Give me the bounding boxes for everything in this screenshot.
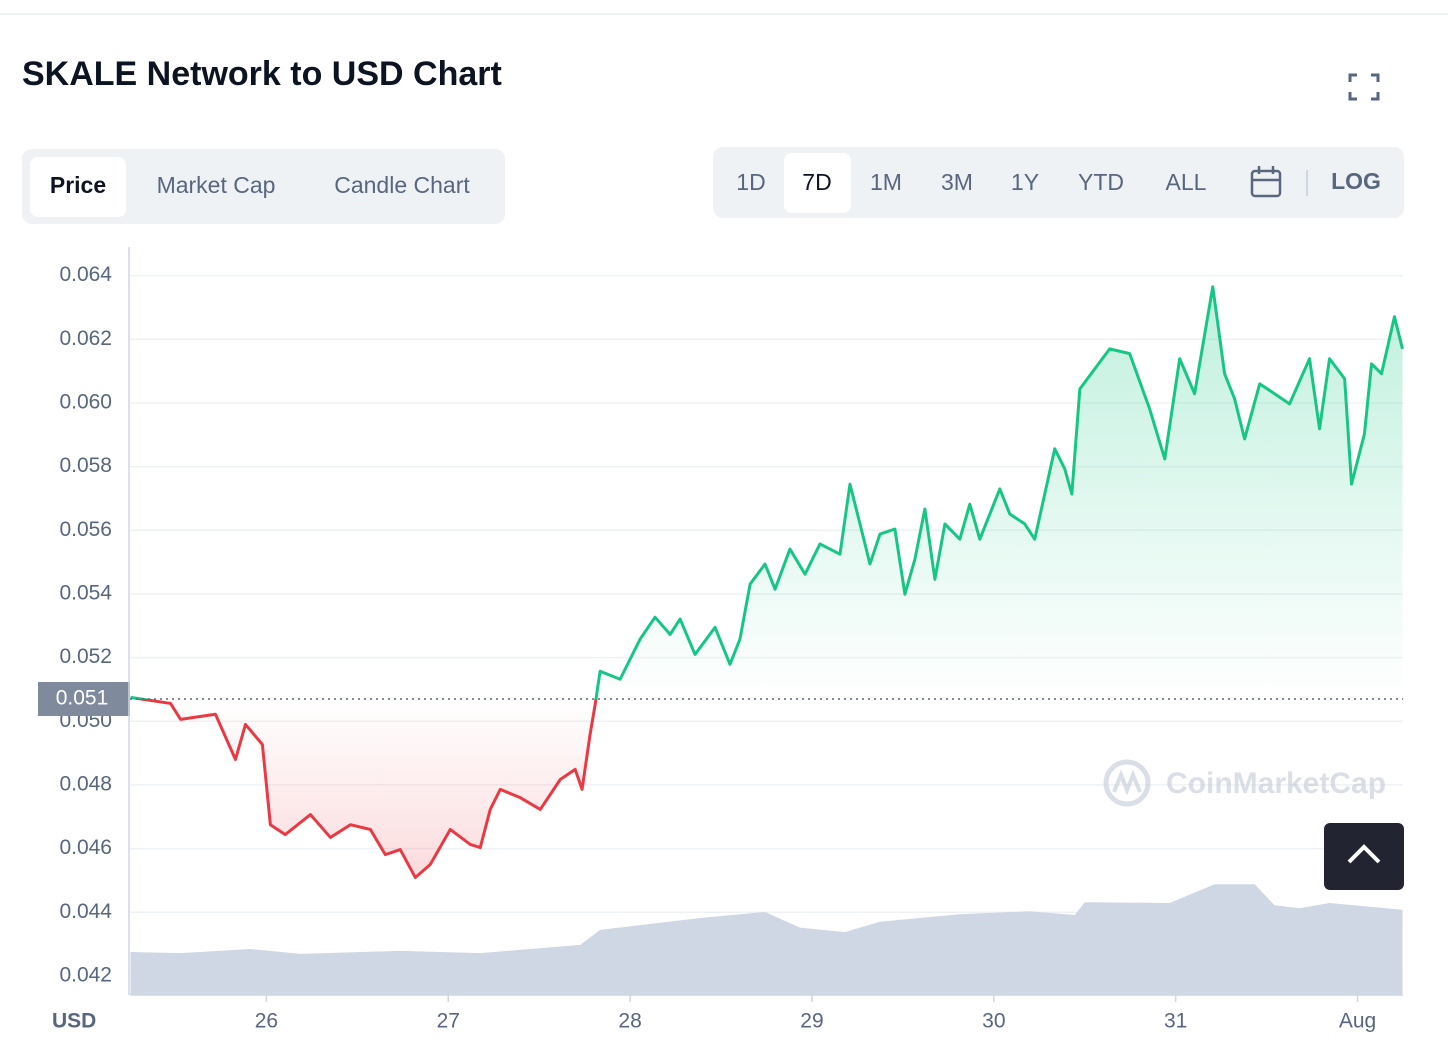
plot: 0.0420.0440.0460.0480.0500.0520.0540.056…: [38, 247, 1404, 1033]
watermark-text: CoinMarketCap: [1166, 767, 1386, 800]
range-button[interactable]: ALL: [1166, 169, 1207, 195]
y-tick-label: 0.060: [59, 391, 112, 414]
x-tick-label: 29: [800, 1010, 823, 1033]
range-button[interactable]: 1M: [870, 169, 902, 195]
fullscreen-icon[interactable]: [1348, 73, 1380, 101]
tab-group: [22, 149, 505, 224]
watermark: CoinMarketCap: [1103, 759, 1386, 807]
range-group: [713, 147, 1404, 218]
range-button[interactable]: 7D: [802, 169, 831, 195]
y-tick-label: 0.056: [59, 518, 112, 541]
x-tick-label: 30: [982, 1010, 1005, 1033]
x-tick-label: 26: [255, 1010, 278, 1033]
chart-title: SKALE Network to USD Chart: [22, 55, 502, 93]
price-area: [130, 286, 1403, 878]
range-button[interactable]: 3M: [941, 169, 973, 195]
price-line: [130, 285, 1404, 880]
x-tick-label: 27: [437, 1010, 460, 1033]
log-button[interactable]: LOG: [1331, 168, 1381, 194]
active-tab: [30, 157, 126, 217]
y-tick-label: 0.062: [59, 327, 112, 350]
tab[interactable]: Price: [50, 172, 106, 198]
calendar-icon[interactable]: [1250, 166, 1282, 198]
reference-label: 0.051: [56, 687, 109, 710]
active-range: [784, 153, 851, 213]
tab[interactable]: Candle Chart: [334, 172, 470, 198]
x-tick-label: 28: [618, 1010, 641, 1033]
axis-unit: USD: [52, 1010, 96, 1033]
tab[interactable]: Market Cap: [157, 172, 276, 198]
y-tick-label: 0.064: [59, 263, 112, 286]
volume-area: [130, 884, 1403, 995]
y-tick-label: 0.048: [59, 772, 112, 795]
range-button[interactable]: YTD: [1078, 169, 1124, 195]
y-tick-label: 0.044: [59, 900, 112, 923]
x-tick-label: 31: [1164, 1010, 1187, 1033]
y-tick-label: 0.046: [59, 836, 112, 859]
reference-badge: [38, 681, 130, 716]
y-tick-label: 0.052: [59, 645, 112, 668]
range-button[interactable]: 1D: [736, 169, 765, 195]
y-tick-label: 0.042: [59, 963, 112, 986]
range-button[interactable]: 1Y: [1011, 169, 1039, 195]
y-tick-label: 0.058: [59, 454, 112, 477]
x-tick-label: Aug: [1339, 1010, 1376, 1033]
scroll-top-button[interactable]: [1324, 823, 1404, 890]
y-tick-label: 0.054: [59, 581, 112, 604]
